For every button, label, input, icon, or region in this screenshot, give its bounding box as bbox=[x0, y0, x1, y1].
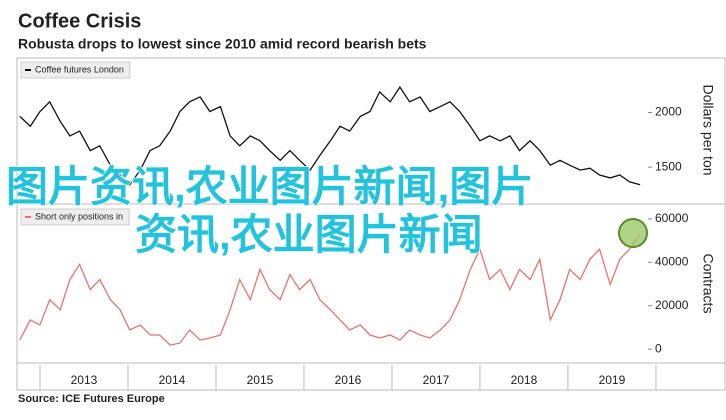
x-tick-label: 2016 bbox=[335, 373, 362, 387]
legend-box bbox=[20, 208, 130, 226]
y-tick-label: 40000 bbox=[655, 255, 689, 269]
x-tick-label: 2018 bbox=[511, 373, 538, 387]
x-tick-label: 2014 bbox=[159, 373, 186, 387]
highlight bbox=[618, 218, 648, 248]
chart-title: Coffee Crisis bbox=[18, 10, 141, 32]
y-tick-label: 60000 bbox=[655, 211, 689, 225]
legend-label: Short only positions in bbox=[35, 211, 123, 221]
plot: 1500 2000 Dollars per ton Coffee futures Lo… bbox=[19, 61, 716, 390]
source: Source: ICE Futures Europe bbox=[18, 393, 165, 405]
series-line bbox=[19, 85, 641, 186]
y-tick-label: 0 bbox=[655, 341, 662, 355]
y-tick-label: 2000 bbox=[655, 105, 682, 119]
y-axis-label: Contracts bbox=[700, 254, 716, 314]
overlay-text: 资讯,农业图片新闻 bbox=[135, 211, 483, 258]
x-tick-label: 2013 bbox=[71, 373, 98, 387]
y-tick-label: 1500 bbox=[655, 159, 682, 173]
legend-label: Coffee futures London bbox=[35, 64, 124, 74]
x-tick-label: 2019 bbox=[599, 373, 626, 387]
y-axis-label: Dollars per ton bbox=[700, 84, 716, 175]
frame bbox=[16, 57, 726, 391]
x-tick-label: 2015 bbox=[247, 373, 274, 387]
x-tick-label: 2017 bbox=[423, 373, 450, 387]
legend-box bbox=[20, 61, 131, 79]
chart-subtitle: Robusta drops to lowest since 2010 amid … bbox=[18, 36, 427, 52]
series-line bbox=[19, 233, 641, 346]
overlay-text: 图片资讯,农业图片新闻,图片 bbox=[6, 163, 533, 210]
y-tick-label: 20000 bbox=[655, 298, 689, 312]
